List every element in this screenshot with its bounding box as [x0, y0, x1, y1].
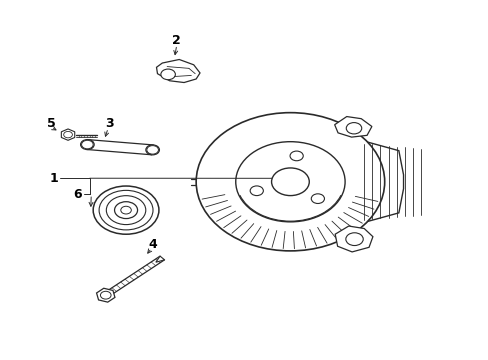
Circle shape [250, 186, 263, 195]
Circle shape [106, 196, 145, 225]
Circle shape [311, 194, 324, 203]
Polygon shape [334, 117, 371, 137]
Text: 1: 1 [49, 172, 58, 185]
Polygon shape [86, 140, 153, 155]
Circle shape [289, 151, 303, 161]
Circle shape [99, 190, 153, 230]
Circle shape [100, 291, 111, 299]
Circle shape [146, 145, 158, 154]
Polygon shape [96, 288, 115, 302]
Polygon shape [361, 140, 403, 223]
Circle shape [114, 202, 137, 219]
Circle shape [345, 233, 363, 246]
Text: 6: 6 [73, 188, 82, 201]
Polygon shape [156, 256, 164, 262]
Circle shape [346, 123, 361, 134]
Text: 5: 5 [47, 117, 55, 130]
Circle shape [93, 186, 159, 234]
Circle shape [271, 168, 308, 195]
Text: 2: 2 [172, 34, 181, 47]
Circle shape [161, 69, 175, 80]
Circle shape [63, 131, 72, 138]
Circle shape [145, 145, 159, 155]
Circle shape [196, 113, 384, 251]
Text: 3: 3 [104, 117, 113, 130]
Text: 4: 4 [148, 238, 157, 251]
Circle shape [121, 206, 131, 214]
Polygon shape [156, 59, 200, 82]
Polygon shape [334, 226, 372, 252]
Circle shape [235, 142, 345, 222]
Polygon shape [61, 129, 75, 140]
Circle shape [81, 140, 93, 149]
Circle shape [81, 140, 94, 149]
